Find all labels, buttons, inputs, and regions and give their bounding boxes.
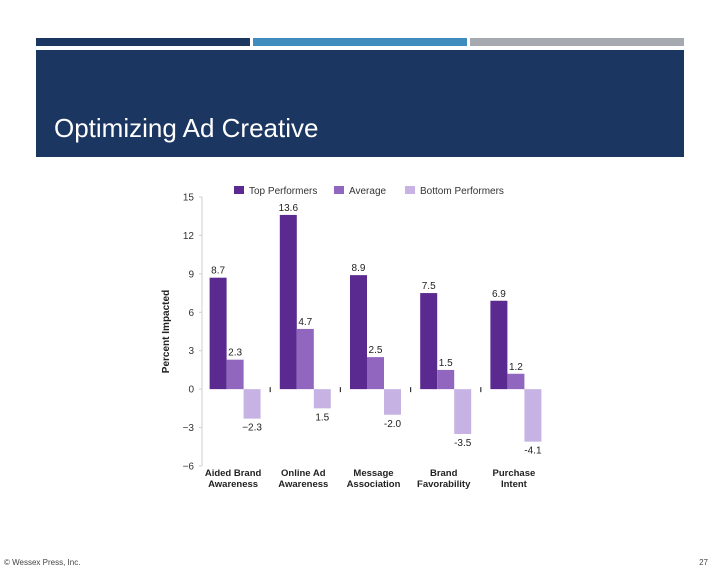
bar: [420, 293, 438, 390]
legend-swatch: [334, 186, 344, 194]
y-tick-label: 3: [188, 346, 194, 357]
x-tick-label: Intent: [501, 479, 528, 490]
bar: [226, 359, 244, 390]
x-tick-label: Online Ad: [281, 468, 326, 479]
data-label: −2.3: [242, 423, 262, 434]
accent-bar-gray: [470, 38, 684, 46]
bar: [296, 328, 314, 390]
data-label: 2.3: [228, 348, 242, 359]
data-label: -4.1: [524, 446, 542, 457]
y-tick-label: −6: [183, 462, 195, 473]
data-label: 8.7: [211, 266, 225, 277]
legend-label: Bottom Performers: [420, 186, 504, 197]
bar: [384, 389, 401, 415]
accent-bar-blue: [253, 38, 467, 46]
x-tick-label: Aided Brand: [205, 468, 262, 479]
bar: [313, 389, 331, 409]
x-tick-label: Favorability: [417, 479, 471, 490]
x-tick-label: Message: [353, 468, 393, 479]
bar: [490, 300, 508, 390]
x-tick-label: Awareness: [208, 479, 258, 490]
y-tick-label: −3: [183, 423, 195, 434]
x-tick-label: Purchase: [493, 468, 536, 479]
bar: [243, 389, 261, 419]
grouped-bar-chart: −6 −3 0 3 6 9 12 15 Percent Impacted Top Performe…: [158, 180, 558, 492]
bar: [367, 357, 384, 390]
data-label: 1.5: [439, 358, 453, 369]
data-label: 6.9: [492, 289, 506, 300]
data-label: -2.0: [384, 419, 402, 430]
legend-label: Average: [349, 186, 387, 197]
data-label: -3.5: [454, 438, 472, 449]
chart-svg: −6 −3 0 3 6 9 12 15 Percent Impacted Top Performe…: [161, 186, 542, 490]
data-label: 4.7: [298, 317, 312, 328]
data-label: 13.6: [279, 203, 299, 214]
title-bar: Optimizing Ad Creative: [36, 50, 684, 157]
x-tick-label: Brand: [430, 468, 458, 479]
bar: [454, 389, 472, 434]
bar: [279, 214, 297, 390]
data-label: 8.9: [352, 263, 366, 274]
y-axis-label: Percent Impacted: [161, 290, 172, 373]
y-tick-label: 9: [188, 269, 194, 280]
y-tick-label: 12: [183, 231, 195, 242]
copyright-text: © Wessex Press, Inc.: [4, 558, 81, 567]
y-tick-label: 15: [183, 193, 195, 204]
y-tick-label: 6: [188, 308, 194, 319]
legend-swatch: [234, 186, 244, 194]
bar: [507, 373, 525, 390]
data-label: 1.5: [315, 412, 329, 423]
x-tick-label: Association: [347, 479, 401, 490]
slide-title: Optimizing Ad Creative: [54, 113, 319, 143]
legend-label: Top Performers: [249, 186, 317, 197]
bar: [209, 277, 227, 390]
x-tick-label: Awareness: [278, 479, 328, 490]
legend-swatch: [405, 186, 415, 194]
bar: [524, 389, 542, 442]
data-label: 1.2: [509, 362, 523, 373]
bar: [437, 369, 455, 390]
y-tick-label: 0: [188, 385, 194, 396]
data-label: 2.5: [369, 345, 383, 356]
accent-bar-navy: [36, 38, 250, 46]
page-number: 27: [699, 558, 708, 567]
data-label: 7.5: [422, 281, 436, 292]
bar: [350, 275, 367, 390]
top-accent-bars: [36, 38, 684, 46]
